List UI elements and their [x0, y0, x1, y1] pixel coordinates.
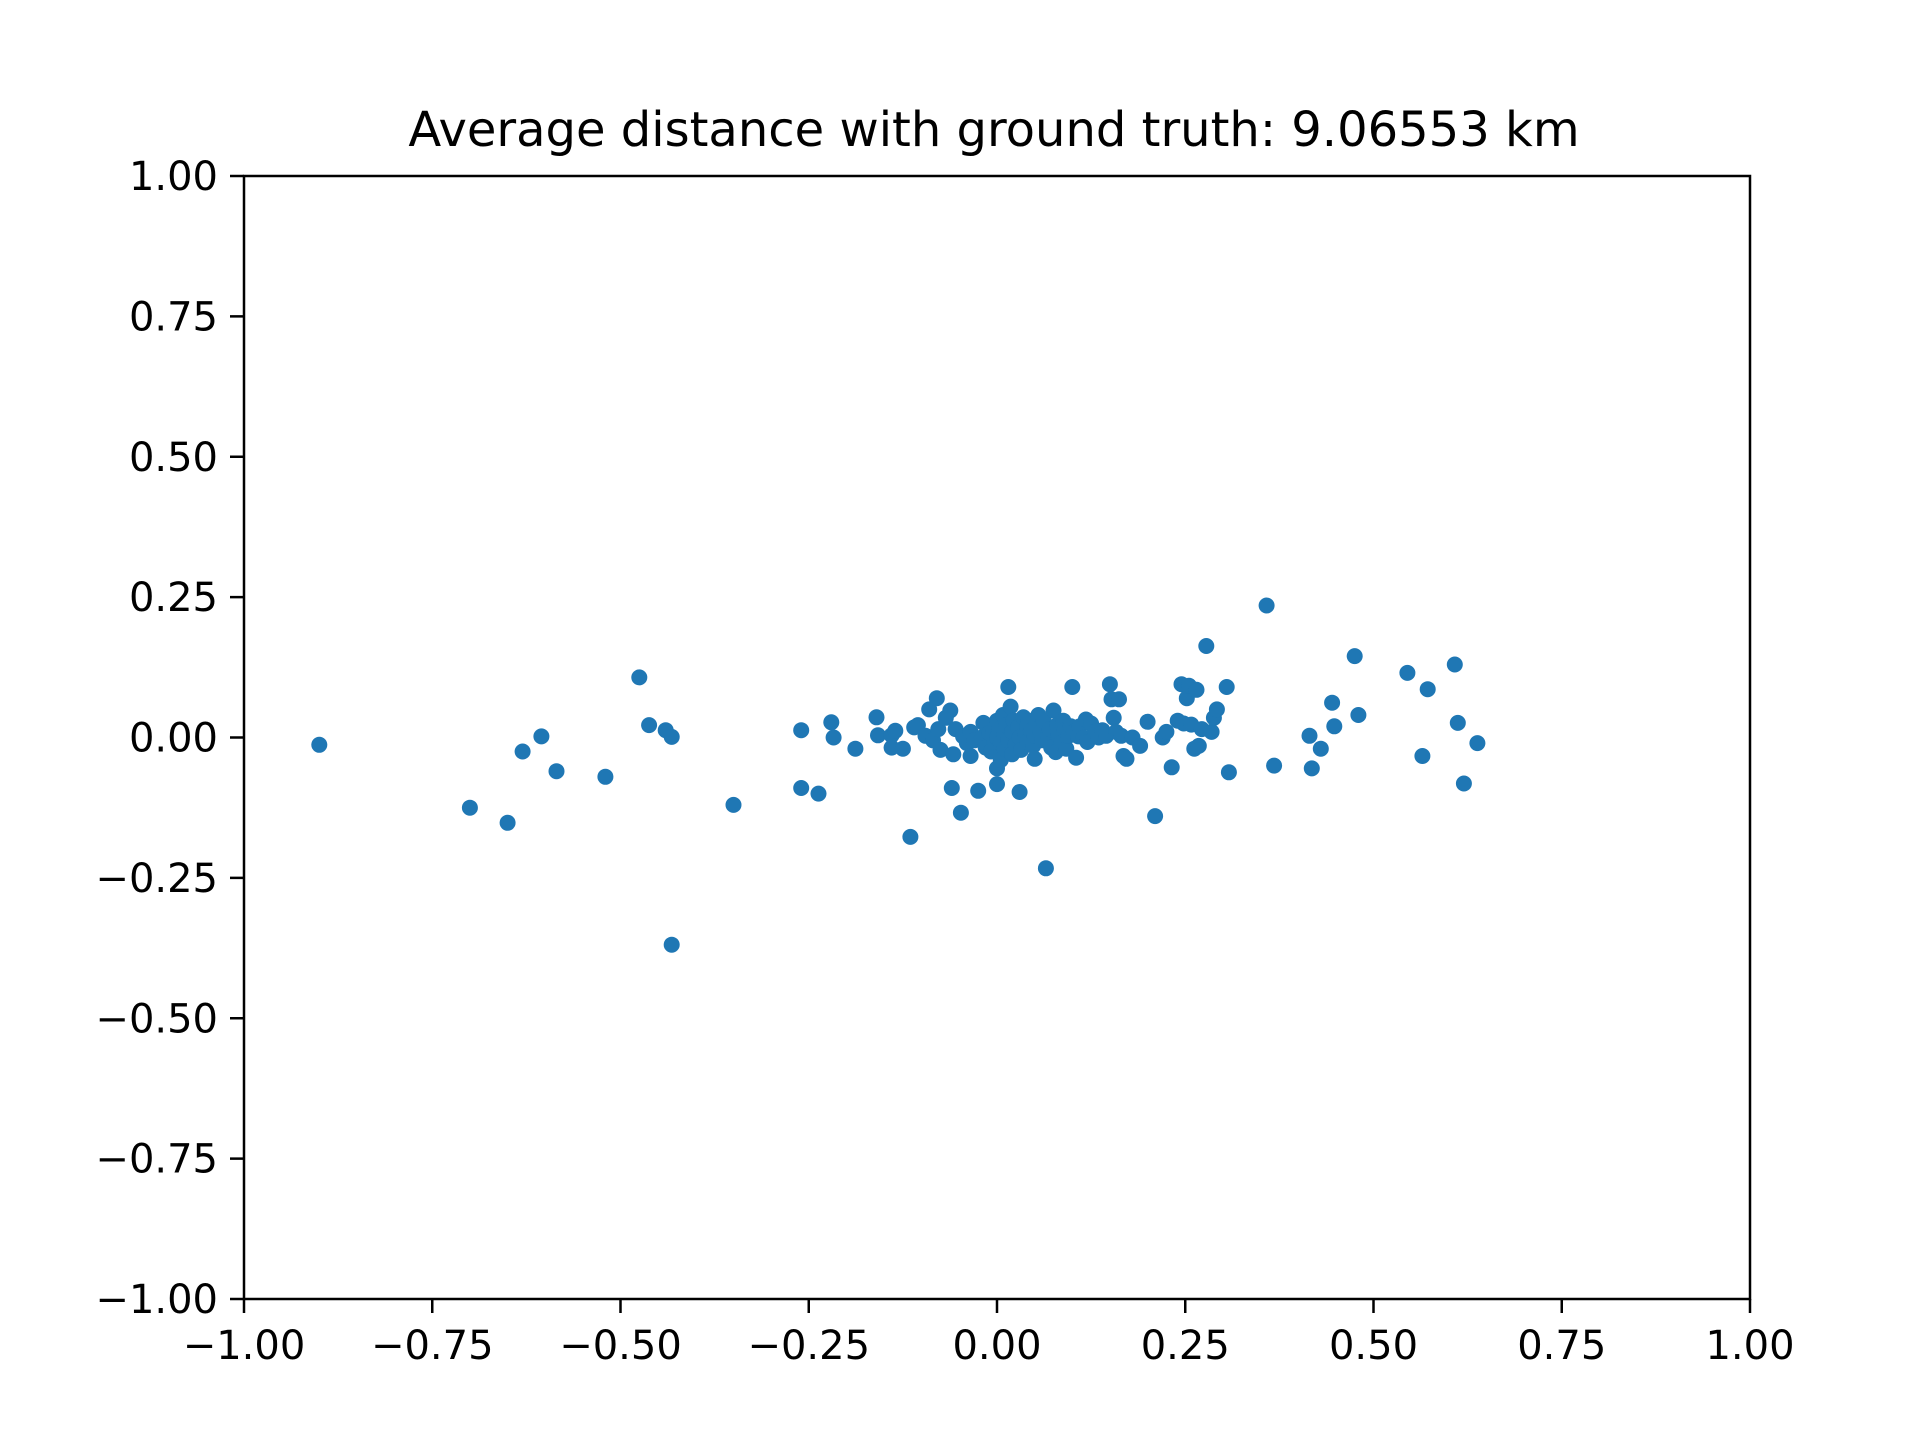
data-point	[1198, 638, 1215, 654]
data-point	[1301, 727, 1318, 744]
data-point	[1446, 656, 1463, 673]
data-point	[810, 785, 827, 802]
data-point	[945, 746, 962, 763]
data-point	[1312, 740, 1329, 757]
y-tick-label: −0.50	[95, 996, 218, 1042]
data-point	[823, 714, 840, 731]
data-point	[1266, 757, 1283, 774]
data-point	[894, 740, 911, 757]
data-point	[597, 768, 614, 785]
data-point	[1147, 808, 1164, 825]
data-point	[1208, 701, 1225, 718]
y-tick-label: 1.00	[129, 154, 218, 200]
data-point	[1419, 681, 1436, 698]
data-point	[1011, 784, 1028, 800]
x-tick-label: −0.50	[559, 1323, 682, 1369]
data-point	[461, 799, 478, 816]
y-tick-label: 0.00	[129, 716, 218, 762]
x-tick-label: −0.25	[747, 1323, 870, 1369]
data-point	[1414, 748, 1431, 764]
data-point	[311, 736, 328, 753]
data-point	[921, 701, 938, 718]
data-point	[989, 776, 1005, 793]
x-tick-label: 0.75	[1517, 1323, 1606, 1369]
data-point	[1101, 676, 1118, 693]
x-tick-label: −0.75	[371, 1323, 494, 1369]
data-point	[1064, 679, 1081, 695]
data-point	[1350, 707, 1367, 723]
x-tick-label: 0.50	[1329, 1323, 1418, 1369]
data-point	[514, 743, 531, 760]
x-tick-label: 0.25	[1141, 1323, 1230, 1369]
data-point	[970, 782, 987, 799]
data-point	[1220, 764, 1237, 781]
data-point	[1303, 760, 1320, 777]
x-tick-label: −1.00	[183, 1323, 306, 1369]
data-point	[1068, 749, 1085, 766]
data-point	[887, 722, 904, 739]
data-point	[943, 780, 960, 796]
data-point	[1139, 713, 1156, 730]
data-point	[930, 721, 947, 738]
data-point	[1026, 750, 1043, 767]
data-points	[311, 597, 1486, 953]
data-point	[1111, 691, 1127, 708]
data-point	[1002, 698, 1019, 715]
data-point	[1455, 775, 1472, 792]
data-point	[499, 814, 516, 831]
y-tick-label: 0.50	[129, 435, 218, 481]
chart-title: Average distance with ground truth: 9.06…	[408, 102, 1579, 158]
x-tick-label: 0.00	[952, 1323, 1041, 1369]
data-point	[1158, 723, 1175, 740]
y-axis: 1.00 0.75 0.50 0.25 0.00 −0.25 −0.50 −0.75 −1.00	[95, 154, 244, 1323]
data-point	[663, 936, 680, 953]
data-point	[641, 717, 658, 734]
data-point	[1118, 750, 1135, 767]
data-point	[1000, 679, 1017, 695]
data-point	[1449, 714, 1466, 731]
y-tick-label: −1.00	[95, 1277, 218, 1323]
x-axis: −1.00 −0.75 −0.50 −0.25 0.00 0.25 0.50 0.75 1.00	[183, 1299, 1795, 1369]
data-point	[1045, 702, 1062, 719]
data-point	[793, 722, 810, 739]
data-point	[631, 669, 648, 686]
data-point	[1258, 597, 1275, 614]
data-point	[847, 740, 864, 757]
data-point	[1346, 648, 1363, 665]
data-point	[1037, 860, 1054, 877]
y-tick-label: −0.75	[95, 1137, 218, 1183]
data-point	[1399, 664, 1416, 681]
data-point	[1190, 737, 1207, 754]
data-point	[1132, 737, 1149, 754]
data-point	[1203, 723, 1220, 740]
y-tick-label: 0.75	[129, 294, 218, 340]
data-point	[952, 804, 969, 821]
data-point	[932, 741, 949, 758]
data-point	[1188, 681, 1205, 698]
data-point	[725, 796, 742, 813]
data-point	[942, 702, 959, 719]
data-point	[902, 828, 919, 845]
y-tick-label: −0.25	[95, 856, 218, 902]
data-point	[825, 729, 842, 746]
x-tick-label: 1.00	[1705, 1323, 1794, 1369]
data-point	[1324, 694, 1341, 711]
data-point	[1105, 709, 1122, 726]
data-point	[962, 748, 979, 764]
data-point	[1218, 679, 1235, 695]
data-point	[1326, 718, 1343, 735]
data-point	[1469, 735, 1486, 752]
data-point	[870, 727, 886, 744]
data-point	[1163, 759, 1180, 776]
data-point	[548, 763, 565, 780]
data-point	[928, 690, 945, 707]
y-tick-label: 0.25	[129, 575, 218, 621]
data-point	[868, 709, 885, 726]
data-point	[793, 780, 810, 796]
data-point	[663, 728, 680, 745]
data-point	[533, 728, 550, 745]
